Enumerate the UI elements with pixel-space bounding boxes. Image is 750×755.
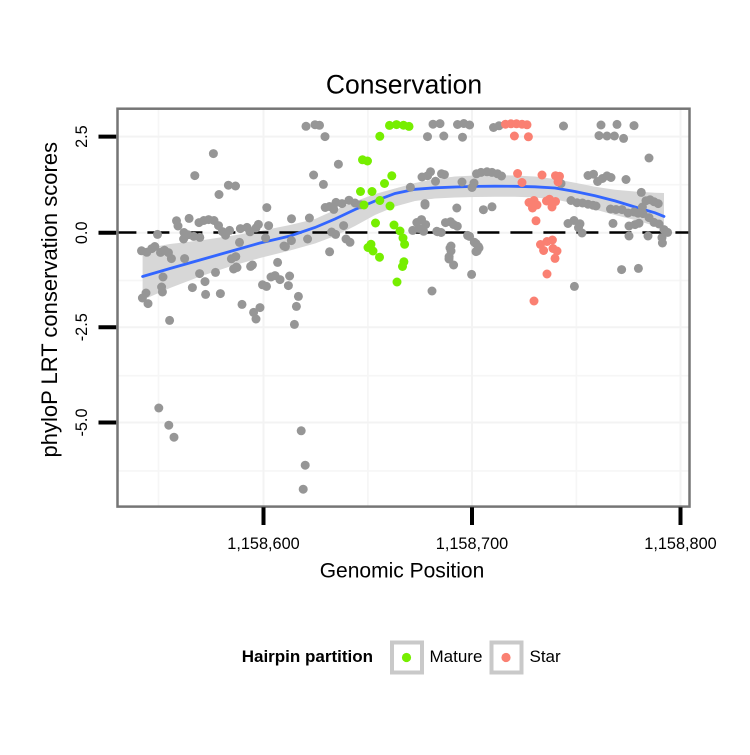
svg-text:Conservation: Conservation bbox=[326, 70, 482, 100]
svg-text:Mature: Mature bbox=[430, 647, 483, 666]
svg-text:Hairpin partition: Hairpin partition bbox=[242, 647, 373, 666]
svg-text:1,158,600: 1,158,600 bbox=[227, 535, 299, 553]
svg-text:2.5: 2.5 bbox=[73, 125, 91, 148]
svg-text:phyloP LRT conservation scores: phyloP LRT conservation scores bbox=[37, 142, 62, 458]
svg-text:Genomic Position: Genomic Position bbox=[320, 560, 485, 583]
svg-text:1,158,800: 1,158,800 bbox=[644, 535, 716, 553]
svg-text:0.0: 0.0 bbox=[73, 221, 91, 244]
svg-text:1,158,700: 1,158,700 bbox=[436, 535, 508, 553]
svg-text:-2.5: -2.5 bbox=[73, 313, 91, 341]
svg-text:-5.0: -5.0 bbox=[73, 408, 91, 436]
svg-text:Star: Star bbox=[530, 647, 562, 666]
